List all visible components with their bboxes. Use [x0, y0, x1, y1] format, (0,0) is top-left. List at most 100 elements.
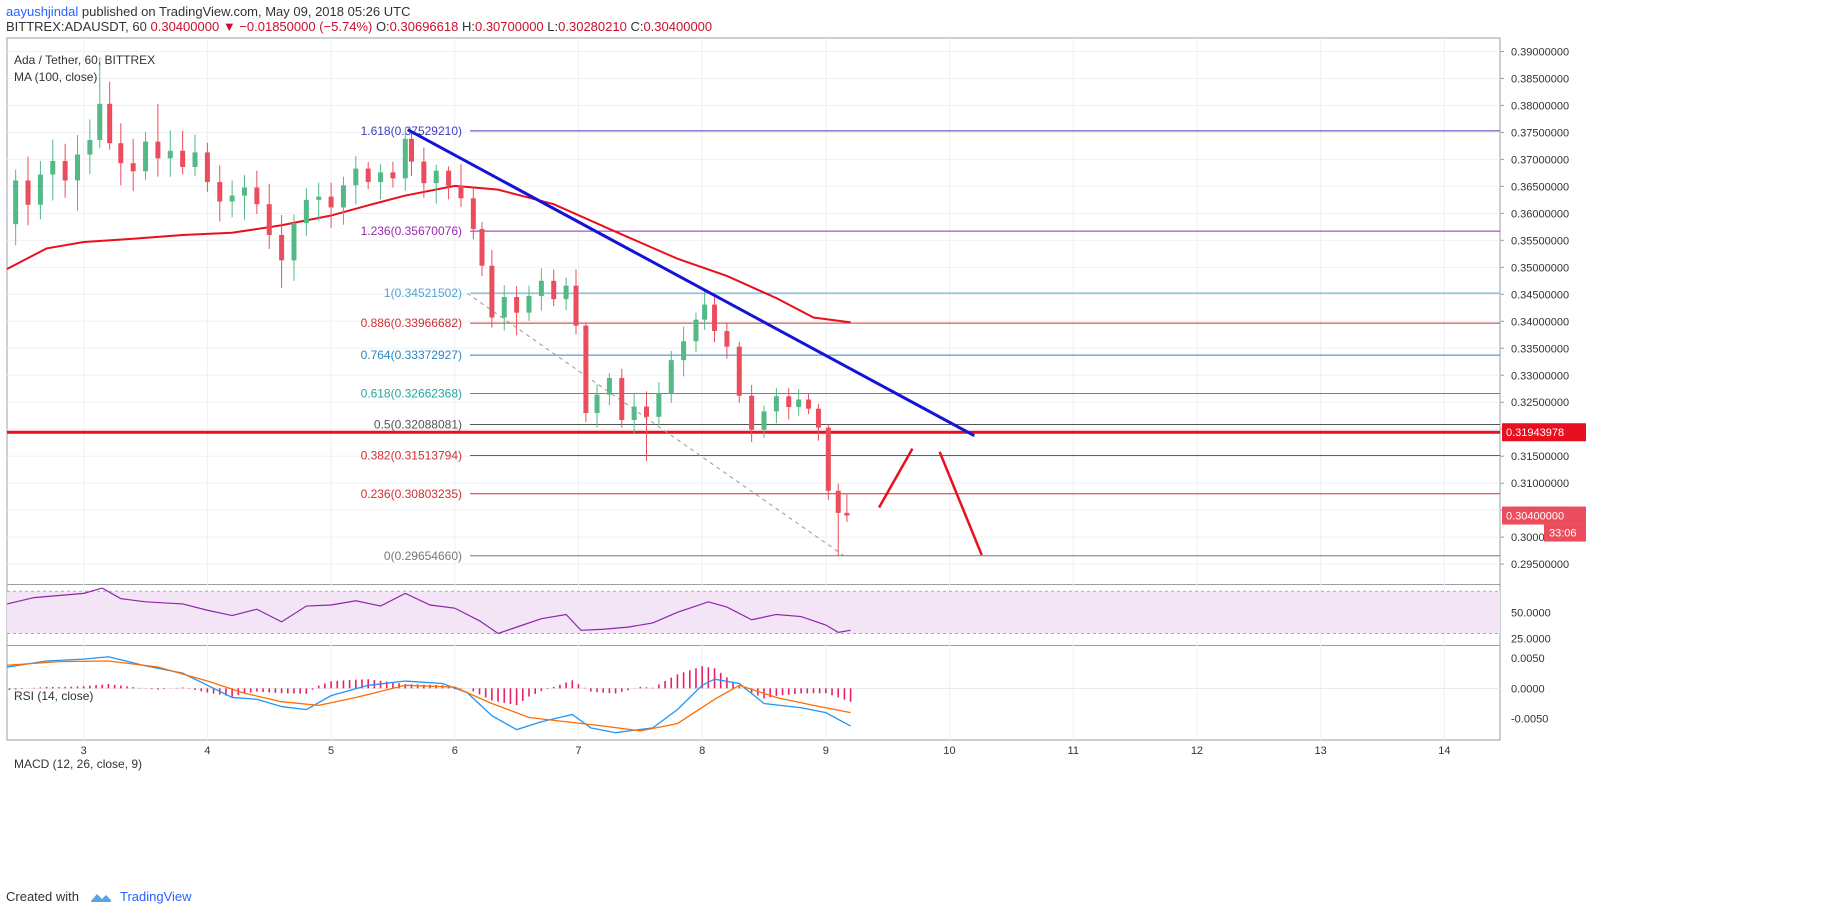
publish-header: aayushjindal published on TradingView.co…	[6, 4, 712, 34]
candle-body	[167, 150, 173, 159]
candle-body	[702, 304, 708, 320]
candle-body	[13, 180, 19, 225]
y-tick-label: 0.34500000	[1511, 289, 1569, 301]
macd-signal-line	[6, 660, 851, 732]
fib-level-label: 0.618(0.32662368)	[361, 386, 462, 400]
candle-body	[573, 285, 579, 326]
y-tick-label: 0.34000000	[1511, 316, 1569, 328]
candle-body	[365, 168, 371, 183]
candle-body	[681, 341, 687, 361]
candle-body	[316, 196, 322, 200]
candle-body	[62, 161, 68, 181]
candle-body	[87, 139, 93, 155]
last-price-bg	[1502, 506, 1586, 525]
candle-body	[712, 304, 718, 332]
last-price-tag: 0.30400000 33:06	[1502, 506, 1586, 542]
candle-body	[229, 195, 235, 202]
author-link[interactable]: aayushjindal	[6, 4, 79, 19]
candle-body	[835, 490, 841, 513]
x-tick-label: 8	[699, 745, 705, 757]
candle-body	[107, 103, 113, 144]
candle-body	[749, 395, 755, 430]
tradingview-brand[interactable]: TradingView	[120, 889, 192, 904]
countdown-text: 33:06	[1549, 528, 1577, 540]
candle-body	[606, 377, 612, 395]
y-tick-label: 0.35500000	[1511, 235, 1569, 247]
candle-body	[526, 295, 532, 313]
candle-body	[724, 331, 730, 347]
candle-body	[796, 399, 802, 408]
candle-body	[279, 234, 285, 261]
chart-frame	[6, 37, 1501, 741]
candle-body	[303, 199, 309, 224]
support-price-tag: 0.31943978	[1502, 423, 1586, 442]
candle-body	[402, 138, 408, 179]
y-tick-label: 0.38000000	[1511, 100, 1569, 112]
x-tick-label: 13	[1315, 745, 1327, 757]
y-tick-label: 0.38500000	[1511, 73, 1569, 85]
x-tick-label: 6	[452, 745, 458, 757]
close-value: 0.30400000	[643, 19, 713, 34]
x-tick-label: 10	[943, 745, 955, 757]
ma-100-line	[6, 184, 851, 324]
y-tick-label: 0.31000000	[1511, 478, 1569, 490]
y-tick-label: 0.29500000	[1511, 559, 1569, 571]
candle-body	[501, 297, 507, 318]
candle-body	[155, 141, 161, 159]
candle-body	[97, 103, 103, 140]
y-tick-label: 0.33000000	[1511, 370, 1569, 382]
down-triangle-icon: ▼	[222, 19, 236, 34]
rsi-line	[6, 587, 851, 635]
macd-legend: MACD (12, 26, close, 9)	[14, 757, 142, 771]
last-price-text: 0.30400000	[1506, 511, 1564, 523]
y-tick-label: 0.36000000	[1511, 208, 1569, 220]
ma-legend: MA (100, close)	[14, 70, 97, 84]
fib-level-label: 0.236(0.30803235)	[361, 487, 462, 501]
y-tick-label: 0.31500000	[1511, 451, 1569, 463]
candle-body	[353, 168, 359, 186]
fib-level-label: 0.5(0.32088081)	[374, 417, 462, 431]
high-label: H:	[461, 19, 475, 34]
chart-title: Ada / Tether, 60, BITTREX	[14, 53, 155, 67]
candle-body	[408, 138, 414, 162]
macd-tick-label: 0.0050	[1511, 653, 1545, 665]
candle-body	[736, 346, 742, 396]
fib-level-label: 1(0.34521502)	[384, 286, 462, 300]
x-tick-label: 3	[81, 745, 87, 757]
candle-body	[489, 265, 495, 318]
candle-body	[254, 187, 260, 205]
x-tick-label: 11	[1068, 745, 1079, 757]
y-tick-label: 0.32500000	[1511, 397, 1569, 409]
symbol-label: BITTREX:ADAUSDT, 60	[6, 19, 147, 34]
candle-body	[217, 182, 223, 202]
candle-body	[433, 170, 439, 184]
y-tick-label: 0.36500000	[1511, 181, 1569, 193]
low-value: 0.30280210	[558, 19, 627, 34]
price-tag-bg	[1502, 423, 1586, 442]
candle-body	[479, 229, 485, 266]
x-tick-label: 5	[328, 745, 334, 757]
candle-body	[551, 280, 557, 300]
candle-body	[192, 152, 198, 167]
y-tick-label: 0.33500000	[1511, 343, 1569, 355]
candle-body	[806, 399, 812, 409]
tradingview-logo-icon	[90, 894, 111, 902]
close-label: C:	[630, 19, 644, 34]
candle-body	[594, 394, 600, 414]
candle-body	[130, 163, 136, 172]
candle-body	[180, 150, 186, 167]
y-tick-label: 0.37000000	[1511, 154, 1569, 166]
candle-body	[761, 411, 767, 430]
candle-body	[204, 152, 210, 183]
x-tick-label: 9	[823, 745, 829, 757]
candle-body	[644, 406, 650, 417]
candle-body	[815, 408, 821, 428]
forecast-arrow	[938, 451, 983, 556]
forecast-arrow	[877, 448, 914, 509]
candle-body	[241, 187, 247, 196]
candle-body	[446, 170, 452, 186]
candle-body	[50, 161, 56, 175]
candle-body	[563, 285, 569, 300]
x-tick-label: 4	[204, 745, 210, 757]
